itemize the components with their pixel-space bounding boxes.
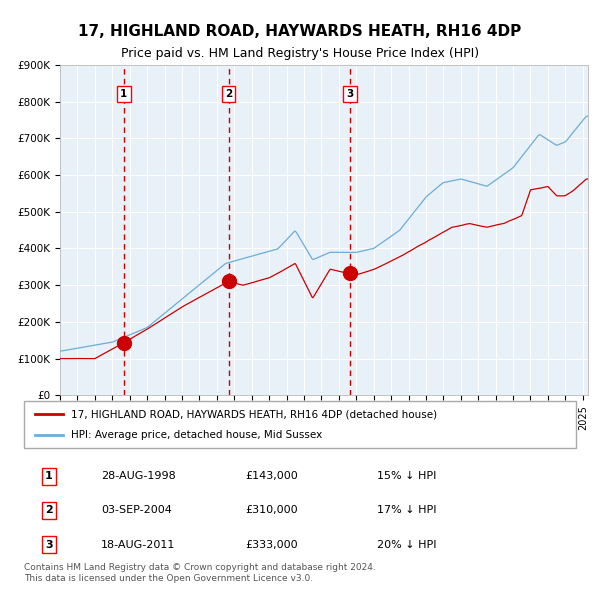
- Text: 15% ↓ HPI: 15% ↓ HPI: [377, 471, 437, 481]
- Text: 3: 3: [346, 89, 353, 99]
- Text: 1: 1: [120, 89, 127, 99]
- Text: 17, HIGHLAND ROAD, HAYWARDS HEATH, RH16 4DP: 17, HIGHLAND ROAD, HAYWARDS HEATH, RH16 …: [79, 24, 521, 38]
- Text: Contains HM Land Registry data © Crown copyright and database right 2024.
This d: Contains HM Land Registry data © Crown c…: [24, 563, 376, 583]
- Text: 28-AUG-1998: 28-AUG-1998: [101, 471, 176, 481]
- Text: £333,000: £333,000: [245, 540, 298, 549]
- Text: 17% ↓ HPI: 17% ↓ HPI: [377, 506, 437, 516]
- FancyBboxPatch shape: [24, 401, 576, 448]
- Text: £143,000: £143,000: [245, 471, 298, 481]
- Text: £310,000: £310,000: [245, 506, 298, 516]
- Text: 17, HIGHLAND ROAD, HAYWARDS HEATH, RH16 4DP (detached house): 17, HIGHLAND ROAD, HAYWARDS HEATH, RH16 …: [71, 409, 437, 419]
- Text: HPI: Average price, detached house, Mid Sussex: HPI: Average price, detached house, Mid …: [71, 430, 322, 440]
- Text: 18-AUG-2011: 18-AUG-2011: [101, 540, 176, 549]
- Text: 03-SEP-2004: 03-SEP-2004: [101, 506, 172, 516]
- Text: 1: 1: [45, 471, 53, 481]
- Text: 20% ↓ HPI: 20% ↓ HPI: [377, 540, 437, 549]
- Text: 2: 2: [45, 506, 53, 516]
- Text: 2: 2: [225, 89, 232, 99]
- Text: Price paid vs. HM Land Registry's House Price Index (HPI): Price paid vs. HM Land Registry's House …: [121, 47, 479, 60]
- Text: 3: 3: [45, 540, 53, 549]
